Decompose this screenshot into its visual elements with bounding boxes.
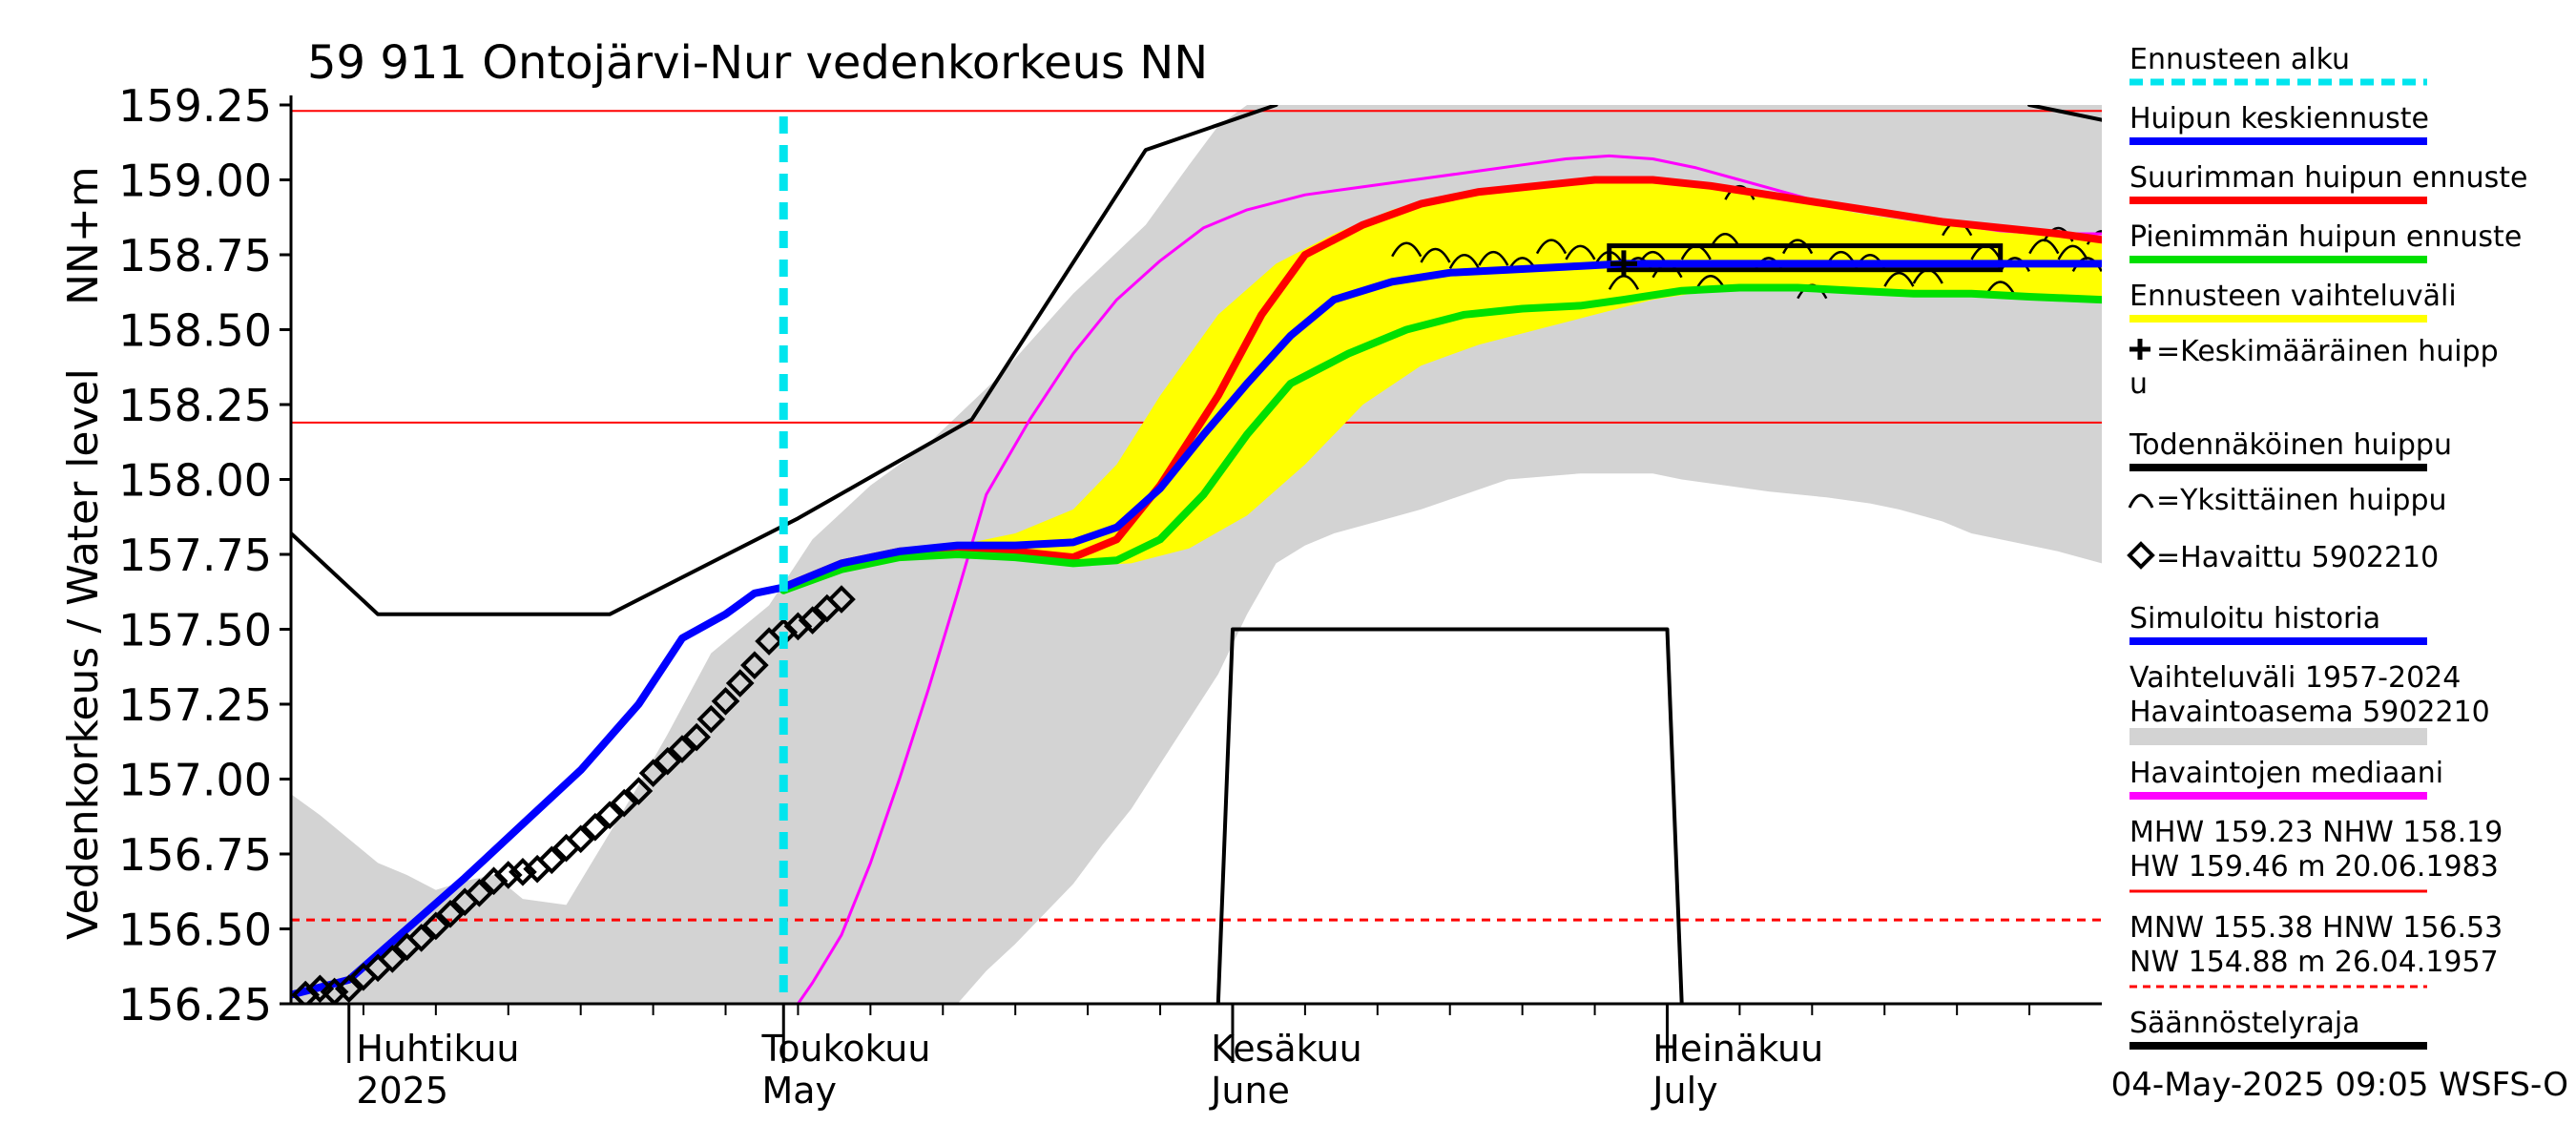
legend-label2-5: u — [2129, 367, 2148, 401]
chart-title: 59 911 Ontojärvi-Nur vedenkorkeus NN — [307, 36, 1208, 90]
legend-label-9: Simuloitu historia — [2129, 602, 2380, 635]
probable-peak-box — [1607, 243, 2004, 273]
y-tick-label-8: 158.25 — [118, 380, 272, 431]
observed-point-29 — [711, 687, 740, 716]
single-peak-marker-28 — [1883, 271, 1915, 287]
series-line-1 — [779, 176, 2102, 592]
y-tick-label-3: 157.00 — [118, 755, 272, 806]
observed-point-27 — [682, 722, 711, 752]
legend-label-1: Huipun keskiennuste — [2129, 102, 2429, 135]
series-line-6 — [2027, 105, 2102, 122]
observed-point-17 — [537, 845, 567, 875]
legend-symbol-5 — [2129, 339, 2150, 360]
forecast-range-band — [783, 179, 2102, 591]
legend-label-5: =Keskimääräinen huipp — [2156, 335, 2499, 368]
observed-point-6 — [378, 945, 407, 973]
legend-label-0: Ennusteen alku — [2129, 43, 2350, 76]
legend-label-14: Säännöstelyraja — [2129, 1007, 2360, 1040]
mean-peak-marker — [1610, 250, 1637, 278]
single-peak-marker-6 — [1565, 244, 1596, 260]
observed-point-22 — [610, 788, 639, 818]
legend: Ennusteen alku Huipun keskiennuste Suurimm… — [2127, 43, 2527, 1050]
observed-point-20 — [581, 812, 610, 842]
observed-point-25 — [653, 746, 682, 776]
legend-label-8: =Havaittu 5902210 — [2156, 541, 2439, 574]
single-peak-marker-0 — [1391, 241, 1423, 258]
x-month-sublabel-0: 2025 — [356, 1070, 448, 1112]
observed-point-12 — [465, 878, 494, 907]
single-peak-marker-13 — [1781, 239, 1814, 255]
plot-area: 156.25 156.50 156.75 157.00 157.25 157.50 157.… — [118, 80, 2102, 1112]
legend-symbol-7 — [2128, 493, 2154, 509]
observed-point-30 — [725, 669, 755, 697]
legend-label-10: Vaihteluväli 1957-2024 — [2129, 661, 2461, 695]
legend-label-2: Suurimman huipun ennuste — [2129, 161, 2527, 195]
legend-label2-10: Havaintoasema 5902210 — [2129, 696, 2490, 729]
y-tick-label-9: 158.50 — [118, 305, 272, 357]
observed-point-8 — [406, 924, 436, 952]
footer-timestamp: 04-May-2025 09:05 WSFS-O — [2111, 1066, 2568, 1104]
y-tick-label-12: 159.25 — [118, 80, 272, 132]
series-line-3 — [779, 260, 2102, 592]
x-month-sublabel-3: July — [1651, 1070, 1717, 1112]
series-line-2 — [779, 283, 2102, 594]
y-tick-label-11: 159.00 — [118, 156, 272, 207]
observed-point-23 — [624, 777, 654, 805]
legend-label-12: MHW 159.23 NHW 158.19 — [2129, 816, 2503, 849]
y-tick-label-7: 158.00 — [118, 455, 272, 507]
observed-point-24 — [638, 759, 668, 788]
legend-symbol-8 — [2127, 541, 2155, 570]
plot-clip-group — [291, 105, 2102, 1004]
legend-label-11: Havaintojen mediaani — [2129, 757, 2443, 790]
y-axis-unit-label: NN+m — [59, 166, 108, 305]
series-line-7 — [1215, 627, 1684, 1004]
series-line-5 — [291, 105, 1278, 616]
y-tick-label-6: 157.75 — [118, 530, 272, 581]
y-tick-label-0: 156.25 — [118, 979, 272, 1030]
single-peak-marker-2 — [1448, 254, 1481, 269]
single-peak-marker-5 — [1535, 239, 1568, 255]
observed-point-14 — [493, 861, 523, 889]
legend-label2-13: NW 154.88 m 26.04.1957 — [2129, 946, 2499, 979]
observed-point-3 — [334, 974, 364, 1004]
series-line-4 — [291, 583, 788, 999]
y-tick-label-4: 157.25 — [118, 679, 272, 731]
y-tick-label-2: 156.75 — [118, 829, 272, 881]
observed-point-15 — [509, 858, 537, 886]
x-month-label-2: Kesäkuu — [1211, 1028, 1362, 1070]
x-month-sublabel-2: June — [1209, 1070, 1290, 1112]
legend-label-3: Pienimmän huipun ennuste — [2129, 220, 2522, 254]
legend-label2-12: HW 159.46 m 20.06.1983 — [2129, 850, 2499, 884]
y-tick-label-1: 156.50 — [118, 905, 272, 956]
single-peak-marker-21 — [2057, 244, 2088, 260]
single-peak-marker-1 — [1420, 247, 1451, 263]
x-month-label-3: Heinäkuu — [1652, 1028, 1823, 1070]
legend-label-13: MNW 155.38 HNW 156.53 — [2129, 911, 2503, 945]
observed-point-21 — [595, 801, 624, 830]
observed-point-10 — [436, 899, 465, 928]
observed-point-28 — [696, 704, 726, 734]
legend-label-4: Ennusteen vaihteluväli — [2129, 280, 2457, 313]
history-range-band — [291, 105, 2102, 1004]
y-axis-label: Vedenkorkeus / Water level — [59, 368, 108, 940]
observed-point-19 — [566, 824, 595, 854]
observed-point-31 — [740, 651, 769, 680]
observed-point-26 — [668, 735, 696, 763]
y-tick-label-10: 158.75 — [118, 230, 272, 281]
x-month-sublabel-1: May — [761, 1070, 837, 1112]
y-tick-label-5: 157.50 — [118, 605, 272, 656]
x-month-label-0: Huhtikuu — [356, 1028, 519, 1070]
observed-point-9 — [422, 911, 450, 941]
observed-point-37 — [827, 585, 856, 614]
x-month-label-1: Toukokuu — [760, 1028, 930, 1070]
legend-label-6: Todennäköinen huippu — [2129, 428, 2452, 462]
observed-point-35 — [798, 606, 827, 635]
legend-label-7: =Yksittäinen huippu — [2156, 484, 2447, 517]
single-peak-marker-3 — [1478, 250, 1509, 266]
